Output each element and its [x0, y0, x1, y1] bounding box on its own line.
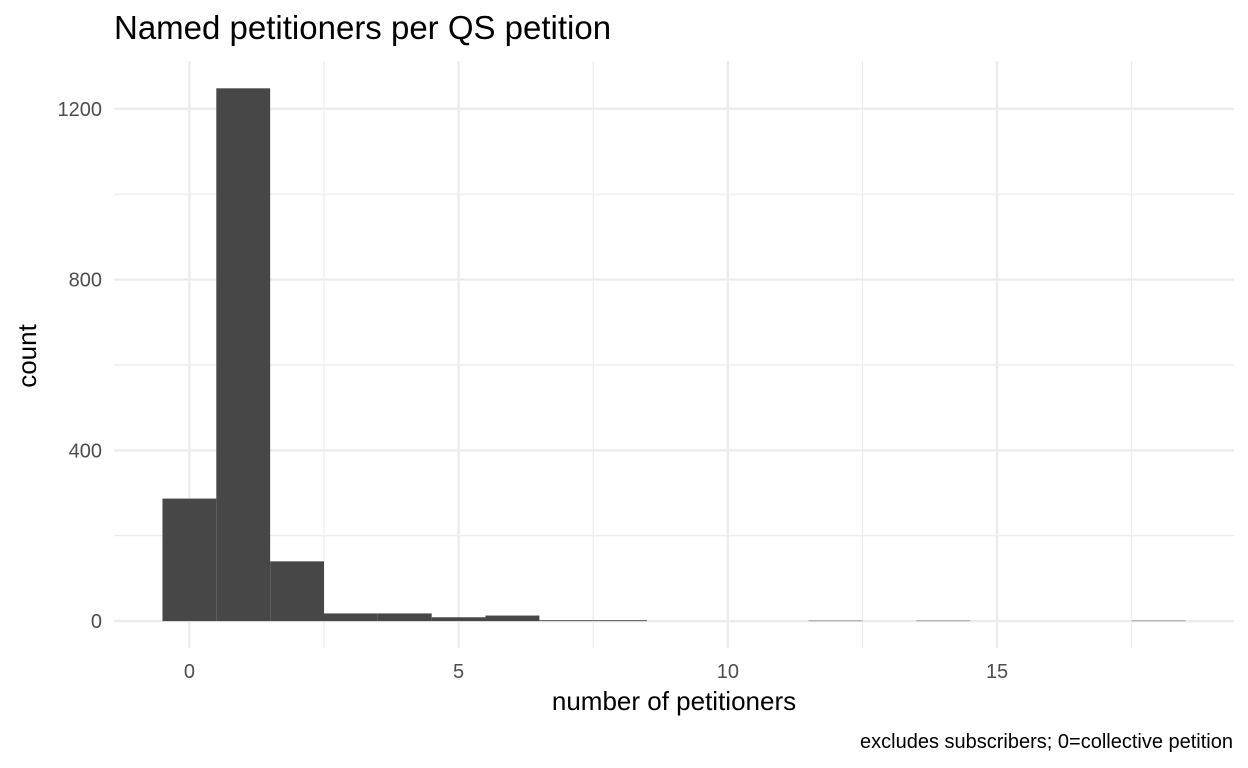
histogram-bar — [593, 620, 648, 622]
histogram-bar — [216, 88, 271, 622]
chart-title: Named petitioners per QS petition — [114, 9, 611, 46]
histogram-bar — [324, 613, 378, 622]
x-tick-label: 15 — [986, 661, 1008, 683]
y-axis-title: count — [12, 323, 42, 387]
histogram-bar — [539, 620, 594, 622]
y-tick-label: 800 — [69, 270, 102, 292]
x-axis-tick-labels: 0 5 10 15 — [184, 661, 1008, 683]
y-tick-label: 1200 — [58, 99, 103, 121]
x-tick-label: 10 — [717, 661, 739, 683]
major-gridlines — [114, 61, 1234, 648]
histogram-bar — [162, 498, 217, 622]
histogram-bars — [162, 88, 1186, 622]
histogram-bar — [270, 561, 324, 622]
y-tick-label: 400 — [69, 440, 102, 462]
chart-caption: excludes subscribers; 0=collective petit… — [860, 731, 1233, 753]
x-tick-label: 0 — [184, 661, 195, 683]
minor-gridlines — [114, 61, 1234, 648]
x-axis-title: number of petitioners — [552, 686, 796, 716]
histogram-bar — [485, 615, 540, 622]
x-tick-label: 5 — [453, 661, 464, 683]
histogram-bar — [377, 613, 432, 622]
y-axis-tick-labels: 0 400 800 1200 — [58, 99, 103, 633]
histogram-bar — [431, 617, 486, 622]
y-tick-label: 0 — [91, 611, 102, 633]
